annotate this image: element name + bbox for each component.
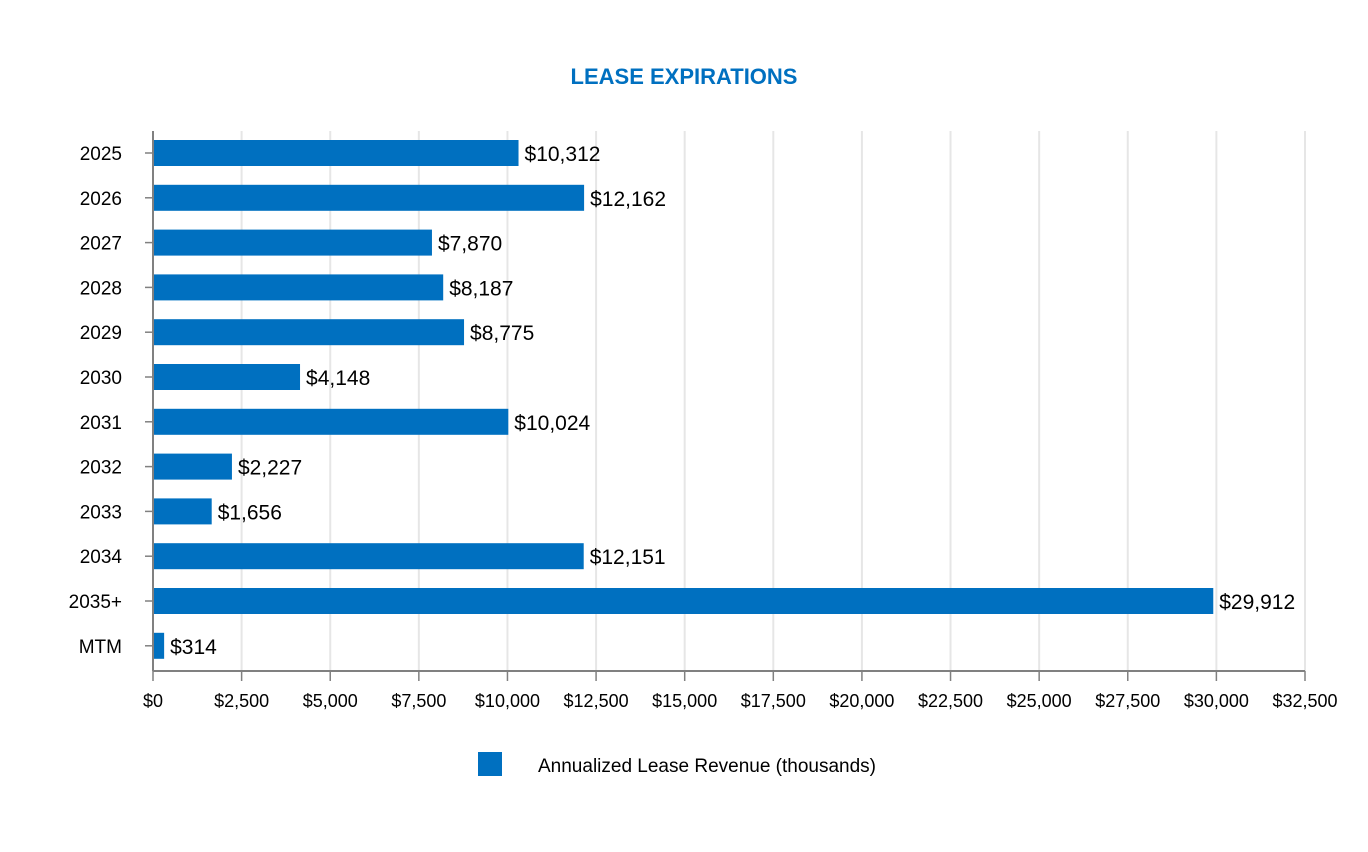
data-label: $4,148 bbox=[306, 367, 370, 390]
x-tick-label: $27,500 bbox=[1095, 691, 1160, 711]
data-label: $314 bbox=[170, 636, 217, 659]
bar bbox=[154, 498, 212, 525]
category-label: MTM bbox=[79, 637, 122, 658]
x-tick-label: $17,500 bbox=[741, 691, 806, 711]
x-tick-label: $12,500 bbox=[564, 691, 629, 711]
data-label: $12,162 bbox=[590, 188, 666, 211]
data-label: $29,912 bbox=[1219, 591, 1295, 614]
x-tick-label: $22,500 bbox=[918, 691, 983, 711]
category-label: 2035+ bbox=[69, 592, 122, 613]
bar bbox=[154, 364, 301, 390]
bar bbox=[154, 408, 509, 435]
bar bbox=[154, 140, 519, 166]
legend-swatch bbox=[478, 752, 502, 776]
data-label: $1,656 bbox=[218, 501, 282, 524]
data-label: $12,151 bbox=[590, 546, 666, 569]
x-tick-label: $15,000 bbox=[652, 691, 717, 711]
legend-label: Annualized Lease Revenue (thousands) bbox=[538, 756, 876, 777]
category-label: 2027 bbox=[80, 234, 122, 255]
bar bbox=[154, 319, 465, 346]
bar bbox=[154, 229, 432, 256]
data-label: $10,312 bbox=[525, 143, 601, 166]
x-tick-label: $25,000 bbox=[1007, 691, 1072, 711]
bar bbox=[154, 543, 584, 570]
x-tick-label: $7,500 bbox=[391, 691, 446, 711]
data-label: $10,024 bbox=[514, 412, 590, 435]
data-label: $2,227 bbox=[238, 457, 302, 480]
category-label: 2031 bbox=[80, 413, 122, 434]
bar bbox=[154, 588, 1214, 614]
category-label: 2033 bbox=[80, 502, 122, 523]
x-tick-label: $0 bbox=[143, 691, 163, 711]
bar bbox=[154, 453, 232, 480]
data-label: $8,775 bbox=[470, 322, 534, 345]
data-label: $8,187 bbox=[449, 277, 513, 300]
x-tick-label: $20,000 bbox=[829, 691, 894, 711]
data-label: $7,870 bbox=[438, 233, 502, 256]
category-label: 2034 bbox=[80, 547, 123, 568]
category-label: 2028 bbox=[80, 278, 122, 299]
x-tick-label: $2,500 bbox=[214, 691, 269, 711]
bar bbox=[154, 184, 585, 211]
x-tick-label: $30,000 bbox=[1184, 691, 1249, 711]
x-tick-label: $5,000 bbox=[303, 691, 358, 711]
category-label: 2030 bbox=[80, 368, 122, 389]
x-tick-label: $32,500 bbox=[1272, 691, 1337, 711]
category-label: 2026 bbox=[80, 189, 122, 210]
chart-title: LEASE EXPIRATIONS bbox=[571, 64, 798, 89]
bar bbox=[154, 274, 444, 301]
category-label: 2029 bbox=[80, 323, 122, 344]
category-label: 2032 bbox=[80, 458, 122, 479]
legend: Annualized Lease Revenue (thousands) bbox=[478, 752, 876, 777]
bar bbox=[154, 632, 165, 659]
category-label: 2025 bbox=[80, 144, 122, 165]
x-tick-label: $10,000 bbox=[475, 691, 540, 711]
